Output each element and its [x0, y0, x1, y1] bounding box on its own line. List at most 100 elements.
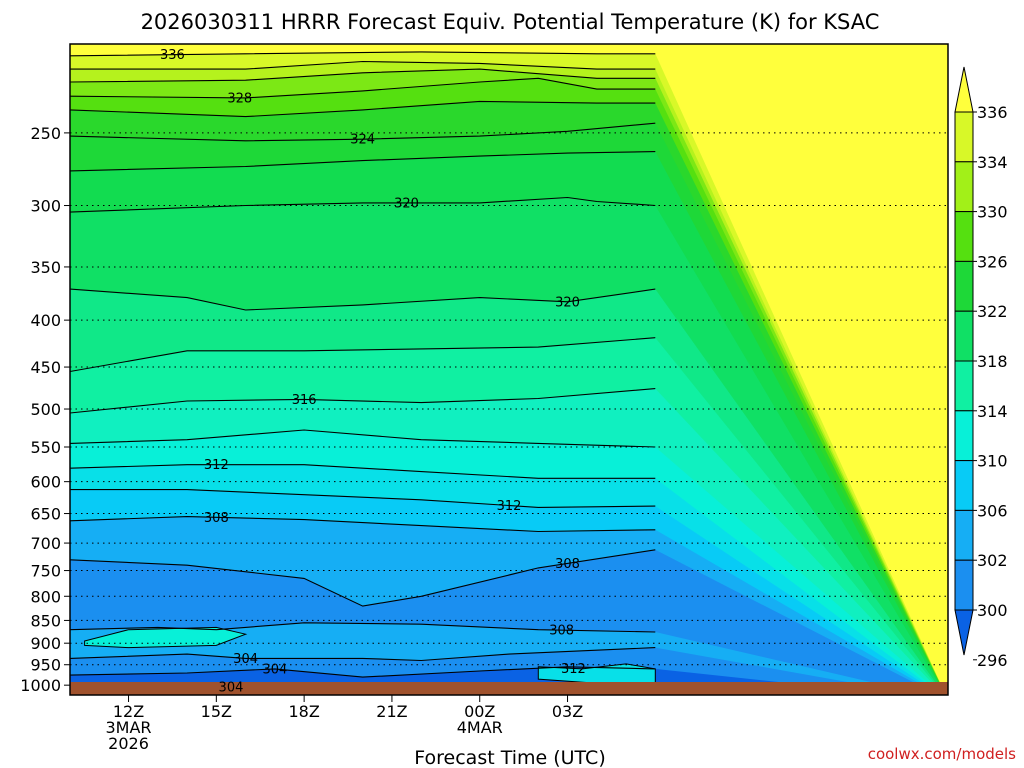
contour-line-310	[70, 464, 656, 479]
svg-text:336: 336	[160, 48, 185, 63]
colorbar-band-334	[954, 111, 974, 163]
contour-label-318: 320	[555, 295, 580, 310]
colorbar-band-300	[954, 559, 974, 611]
x-axis-label: Forecast Time (UTC)	[414, 747, 605, 768]
contour-line-336	[70, 51, 656, 57]
contour-label-320: 320	[394, 196, 419, 211]
svg-text:308: 308	[204, 511, 229, 526]
contour-label-336: 336	[160, 48, 185, 63]
x-tick-label-03Z: 03Z	[552, 702, 583, 721]
colorbar-band-310	[954, 410, 974, 462]
colorbar-extend-top	[954, 66, 974, 113]
contour-line-300	[70, 647, 656, 662]
x-tick-label-2026: 2026	[108, 734, 149, 753]
colorbar-label-318: 318	[977, 352, 1008, 371]
contour-pocket-0	[84, 626, 248, 649]
contour-labels: 336 328 324 320 320 316 312 312 308 308 308 304 304 3…	[160, 48, 586, 696]
contour-line-320	[70, 196, 656, 213]
svg-text:320: 320	[555, 295, 580, 310]
svg-text:316: 316	[292, 393, 317, 408]
y-tick-label-750: 750	[30, 562, 61, 581]
colorbar-label-322: 322	[977, 302, 1008, 321]
contour-line-332	[70, 60, 656, 70]
colorbar-band-302	[954, 509, 974, 561]
colorbar-band-314	[954, 360, 974, 412]
colorbar-band-306	[954, 460, 974, 511]
colorbar-label-302: 302	[977, 551, 1008, 570]
contour-line-324	[70, 122, 656, 142]
contour-line-322	[70, 151, 656, 172]
colorbar-band-322	[954, 260, 974, 312]
contour-line-328	[70, 77, 656, 99]
colorbar-label-300: 300	[977, 601, 1008, 620]
x-tick-label-15Z: 15Z	[201, 702, 232, 721]
contour-label-298: 304	[262, 662, 287, 677]
x-tick-label-21Z: 21Z	[376, 702, 407, 721]
colorbar-band-326	[954, 211, 974, 262]
contour-line-308	[70, 489, 656, 508]
svg-text:304: 304	[233, 652, 258, 667]
svg-text:312: 312	[561, 662, 586, 677]
chart-title: 2026030311 HRRR Forecast Equiv. Potentia…	[141, 10, 880, 34]
y-tick-label-550: 550	[30, 438, 61, 457]
contour-label-304: 308	[555, 557, 580, 572]
y-tick-label-950: 950	[30, 656, 61, 675]
colorbar-label-334: 334	[977, 153, 1008, 172]
colorbar-label-330: 330	[977, 203, 1008, 222]
y-tick-label-600: 600	[30, 473, 61, 492]
svg-text:324: 324	[350, 133, 375, 148]
gridlines	[70, 132, 948, 686]
svg-text:320: 320	[394, 196, 419, 211]
contour-line-326	[70, 100, 656, 118]
y-tick-label-700: 700	[30, 534, 61, 553]
contour-line-330	[70, 68, 656, 83]
contour-label-296: 304	[219, 681, 244, 696]
x-tick-label-3MAR: 3MAR	[106, 718, 152, 737]
colorbar-band-330	[954, 161, 974, 213]
y-tick-label-850: 850	[30, 611, 61, 630]
plot-frame	[69, 43, 949, 696]
colorbar-label-306: 306	[977, 501, 1008, 520]
contour-label-300: 304	[233, 652, 258, 667]
x-tick-label-12Z: 12Z	[113, 702, 144, 721]
svg-text:312: 312	[204, 458, 229, 473]
colorbar-label-336: 336	[977, 103, 1008, 122]
contour-line-304	[70, 549, 656, 607]
contour-label-310: 312	[204, 458, 229, 473]
pocket-label-1: 312	[561, 662, 586, 677]
contour-label-324: 324	[350, 133, 375, 148]
contour-fill-layer	[70, 44, 948, 695]
y-tick-label-250: 250	[30, 124, 61, 143]
y-tick-label-350: 350	[30, 258, 61, 277]
colorbar-label-296: 296	[977, 651, 1008, 670]
svg-text:308: 308	[555, 557, 580, 572]
y-tick-label-300: 300	[30, 197, 61, 216]
y-tick-label-500: 500	[30, 400, 61, 419]
contour-label-314: 316	[292, 393, 317, 408]
contour-line-298	[70, 666, 656, 678]
colorbar-band-318	[954, 310, 974, 362]
y-tick-label-1000: 1000	[20, 676, 61, 695]
contour-line-318	[70, 288, 656, 311]
contour-label-302: 308	[549, 624, 574, 639]
colorbar-extend-bottom	[954, 609, 974, 656]
contour-pocket-1	[537, 663, 656, 686]
svg-text:308: 308	[549, 624, 574, 639]
contour-line-312	[70, 429, 656, 448]
contour-line-306	[70, 516, 656, 533]
contour-line-314	[70, 388, 656, 414]
x-tick-label-18Z: 18Z	[288, 702, 319, 721]
contour-line-316	[70, 337, 656, 373]
colorbar-label-310: 310	[977, 452, 1008, 471]
svg-text:328: 328	[227, 91, 252, 106]
contour-label-308: 312	[497, 499, 522, 514]
contour-label-328: 328	[227, 91, 252, 106]
x-tick-label-00Z: 00Z	[464, 702, 495, 721]
colorbar: 336 334 330 326 322 318 314 310 306 302 300 296	[954, 66, 1008, 670]
svg-text:312: 312	[497, 499, 522, 514]
colorbar-label-326: 326	[977, 252, 1008, 271]
contour-label-306: 308	[204, 511, 229, 526]
y-tick-label-800: 800	[30, 587, 61, 606]
credit-text[interactable]: coolwx.com/models	[868, 745, 1016, 763]
